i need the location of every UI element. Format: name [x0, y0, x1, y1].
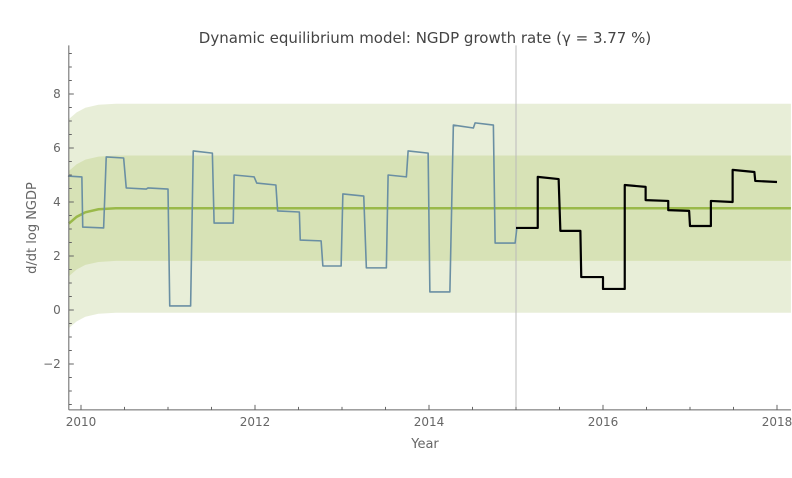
inner-band [68, 155, 791, 277]
error-bands [68, 103, 791, 329]
model-line [68, 206, 791, 225]
y-tick-label: 2 [53, 249, 61, 263]
y-tick-label: 0 [53, 303, 61, 317]
forecast-series-line [516, 168, 778, 291]
x-tick-label: 2014 [414, 415, 445, 429]
y-tick-label: 4 [53, 195, 61, 209]
x-tick-label: 2016 [588, 415, 619, 429]
x-tick-label: 2010 [66, 415, 97, 429]
data-series-line [67, 122, 518, 307]
y-tick-label: −2 [43, 357, 61, 371]
x-tick-label: 2018 [762, 415, 792, 429]
axes: 2010 2012 2014 2016 2018 −2 0 2 4 6 8 [43, 45, 792, 429]
y-tick-label: 8 [53, 87, 61, 101]
y-tick-label: 6 [53, 141, 61, 155]
chart-title: Dynamic equilibrium model: NGDP growth r… [199, 29, 651, 47]
x-axis-label: Year [410, 437, 439, 452]
series-lines [67, 122, 791, 307]
y-axis-label: d/dt log NGDP [25, 182, 40, 274]
x-tick-label: 2012 [240, 415, 271, 429]
